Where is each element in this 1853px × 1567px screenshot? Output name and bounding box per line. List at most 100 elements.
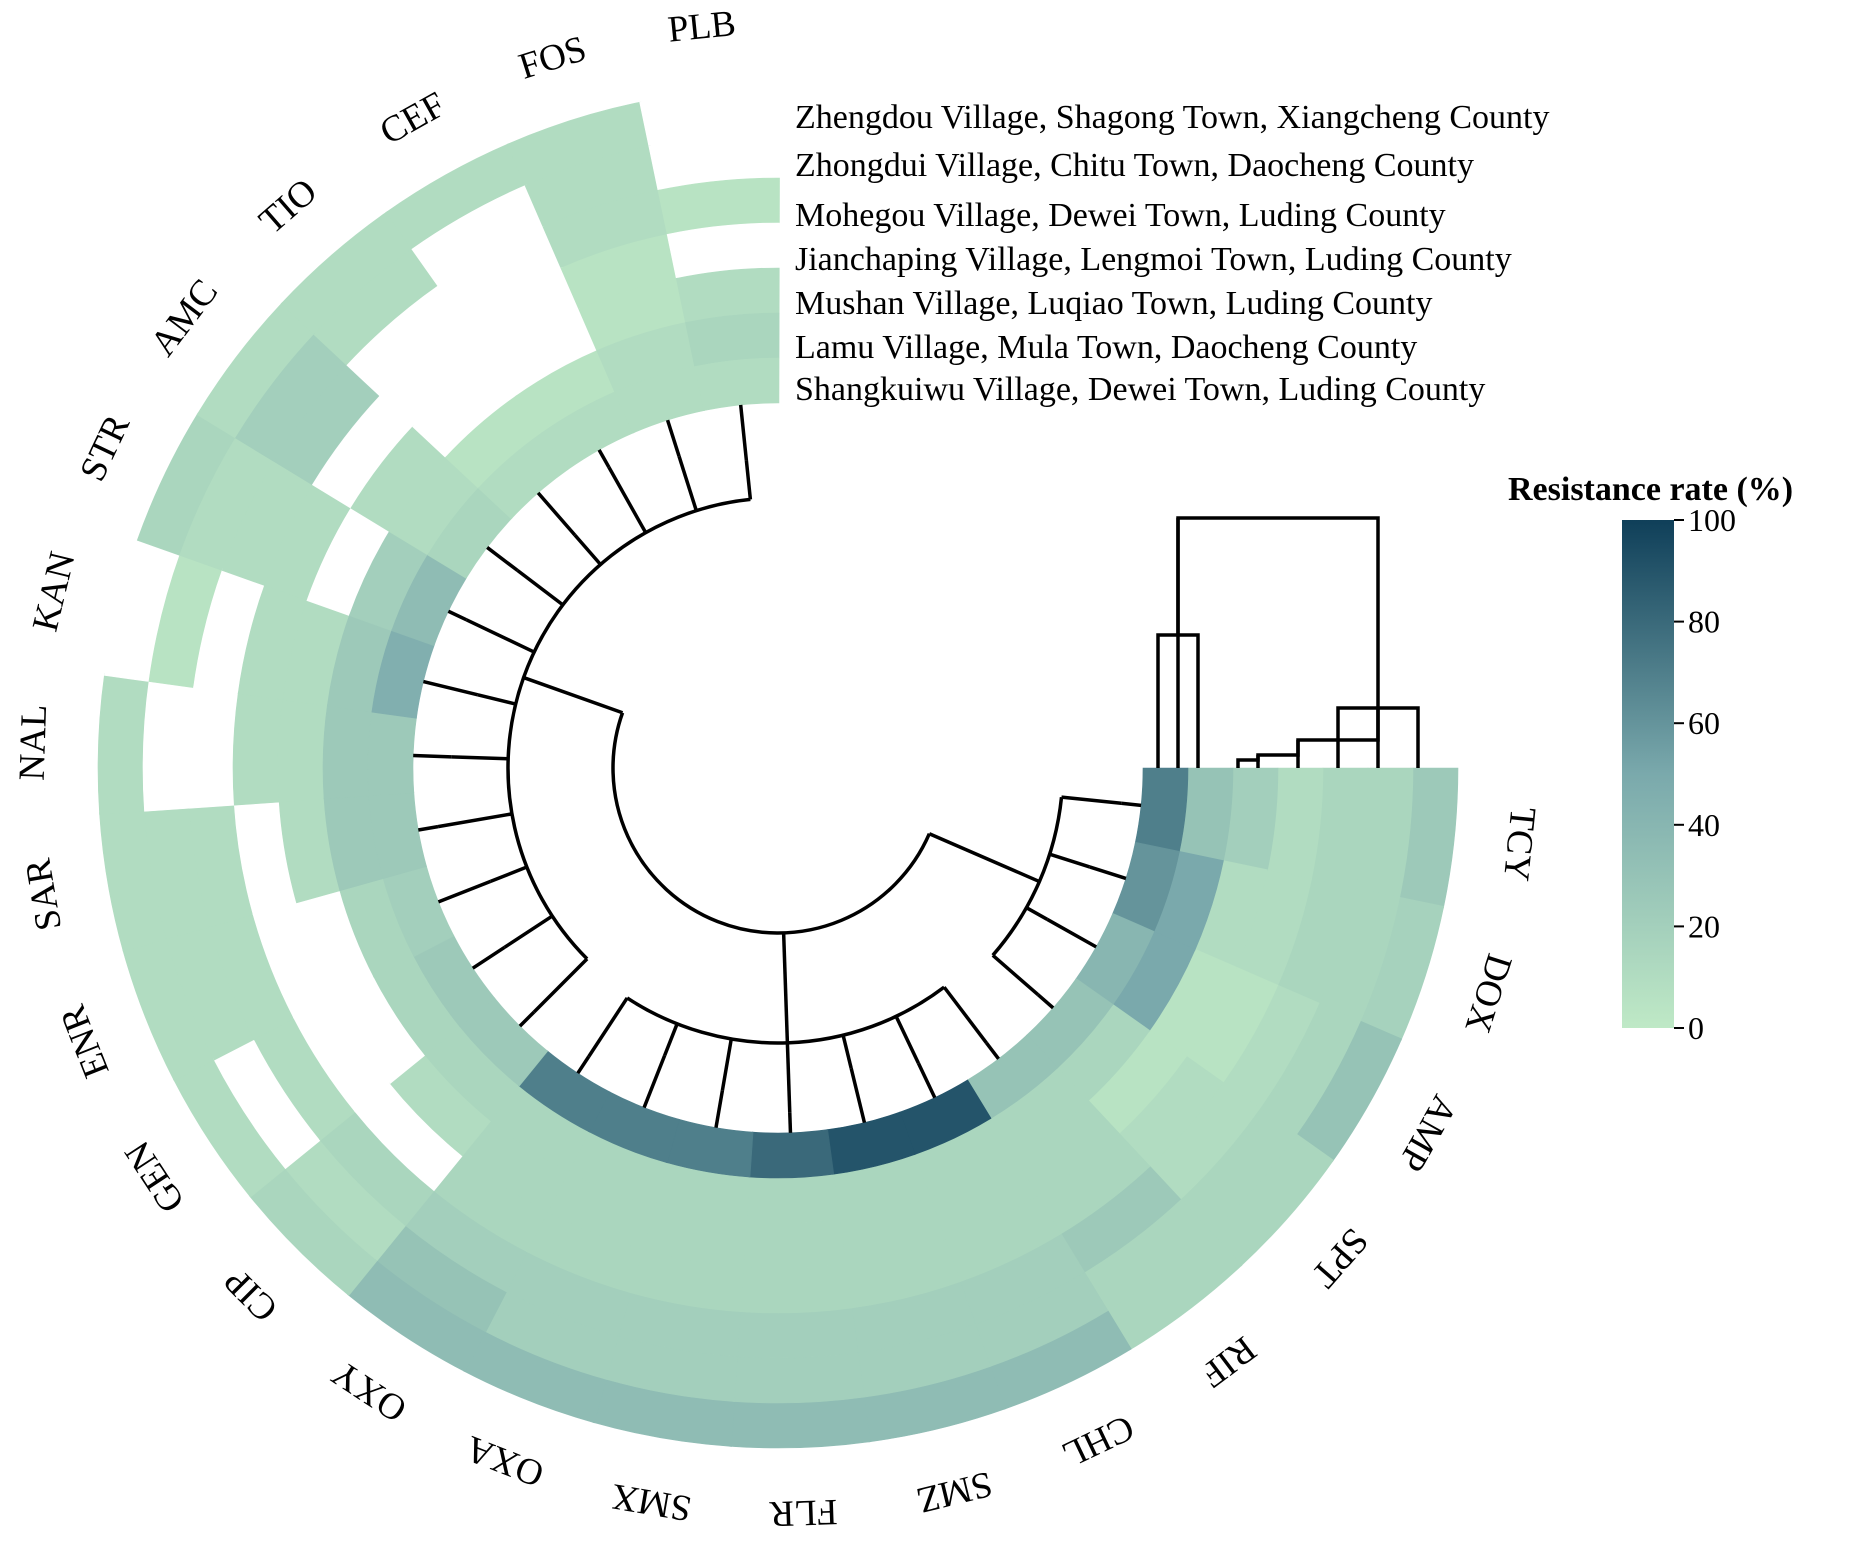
drug-label: OXA xyxy=(460,1427,550,1495)
column-dendrogram-branch xyxy=(841,1034,853,1069)
colorbar-tick-label: 100 xyxy=(1688,502,1736,538)
column-dendrogram-branch xyxy=(738,404,749,461)
row-dendrogram-branch xyxy=(1176,516,1380,768)
column-dendrogram-branch xyxy=(1025,906,1049,921)
drug-label: GEN xyxy=(117,1134,193,1220)
column-dendrogram-branch xyxy=(677,455,698,512)
column-dendrogram-branch xyxy=(849,1067,867,1124)
column-dendrogram-branch xyxy=(1036,993,1055,1010)
column-dendrogram-branch xyxy=(422,679,479,697)
heat-cell xyxy=(367,710,417,797)
column-dendrogram-branch xyxy=(991,953,1040,997)
drug-label: SAR xyxy=(17,855,70,933)
drug-label: SMZ xyxy=(913,1463,997,1521)
village-label: Shangkuiwu Village, Dewei Town, Luding C… xyxy=(795,371,1485,408)
heatmap-rings xyxy=(97,87,1459,1449)
column-dendrogram-branch xyxy=(418,824,439,832)
column-dendrogram-branch xyxy=(486,546,519,572)
heat-cell xyxy=(187,685,239,809)
column-dendrogram-branch xyxy=(506,497,751,961)
column-dendrogram-branch xyxy=(516,569,564,607)
village-label: Lamu Village, Mula Town, Daocheng County xyxy=(795,329,1417,366)
colorbar-tick-label: 60 xyxy=(1688,705,1720,741)
heat-cell xyxy=(739,1263,853,1314)
village-label: Zhengdou Village, Shagong Town, Xiangche… xyxy=(795,99,1550,136)
column-dendrogram-branch xyxy=(413,753,452,759)
column-dendrogram-branch xyxy=(744,460,753,500)
column-dendrogram-branch xyxy=(781,932,790,1043)
column-dendrogram-branch xyxy=(1049,852,1091,869)
column-dendrogram-branch xyxy=(942,986,988,1044)
heat-cell xyxy=(142,679,195,812)
column-dendrogram-branch xyxy=(785,1042,792,1113)
colorbar-tick-label: 20 xyxy=(1688,908,1720,944)
drug-label: FLR xyxy=(769,1491,839,1534)
column-dendrogram-branch xyxy=(607,466,648,534)
colorbar-ticks: 0 20 40 60 80 100 xyxy=(1674,502,1736,1046)
heat-cell xyxy=(745,1173,841,1224)
village-label: Mushan Village, Luqiao Town, Luding Coun… xyxy=(795,285,1432,322)
column-dendrogram-branch xyxy=(523,675,624,715)
colorbar-gradient xyxy=(1622,520,1674,1028)
column-dendrogram-branch xyxy=(1089,865,1127,881)
column-dendrogram-branch xyxy=(465,618,535,654)
column-dendrogram-branch xyxy=(489,865,528,883)
drug-label: PLB xyxy=(666,3,738,51)
column-dendrogram-branch xyxy=(985,1041,1000,1060)
column-dendrogram-branch xyxy=(1121,801,1142,808)
heat-cell xyxy=(1134,767,1189,853)
drug-label: TCY xyxy=(1495,805,1543,883)
heat-cell xyxy=(277,698,328,803)
column-dendrogram-branch xyxy=(437,812,513,829)
column-dendrogram-branch xyxy=(447,609,468,622)
drug-label: AMP xyxy=(1390,1088,1465,1178)
column-dendrogram-branch xyxy=(663,1023,679,1057)
column-dendrogram-branch xyxy=(1061,795,1122,806)
heat-cell xyxy=(742,1218,847,1269)
column-dendrogram-branch xyxy=(894,1015,921,1065)
heat-cell xyxy=(729,1396,871,1449)
column-dendrogram-branch xyxy=(788,1112,793,1133)
column-dendrogram-branch xyxy=(451,755,509,761)
heat-cell xyxy=(694,357,780,411)
column-dendrogram-branch xyxy=(471,945,506,970)
column-dendrogram-branch xyxy=(573,533,602,566)
colorbar-tick-label: 80 xyxy=(1688,604,1720,640)
drug-label: FOS xyxy=(514,28,591,88)
drug-label: ENR xyxy=(52,999,117,1083)
heat-cell xyxy=(232,692,284,806)
drug-label: SMX xyxy=(608,1475,694,1529)
row-dendrogram-branch xyxy=(1256,740,1300,768)
column-dendrogram-branch xyxy=(518,1010,536,1028)
column-dendrogram-branch xyxy=(1046,917,1098,949)
colorbar-tick-label: 0 xyxy=(1688,1010,1704,1046)
village-label: Zhongdui Village, Chitu Town, Daocheng C… xyxy=(795,147,1474,184)
column-dendrogram-root xyxy=(611,712,931,935)
village-labels: Zhengdou Village, Shagong Town, Xiangche… xyxy=(795,99,1550,408)
drug-label: CEF xyxy=(373,84,452,153)
colorbar-title: Resistance rate (%) xyxy=(1508,471,1793,508)
column-dendrogram-branch xyxy=(720,1038,733,1091)
heat-cell xyxy=(735,1307,859,1359)
drug-label: CHL xyxy=(1056,1406,1140,1475)
drug-label: OXY xyxy=(325,1352,415,1430)
column-dendrogram-branch xyxy=(916,1062,937,1099)
drug-label: TIO xyxy=(252,171,325,242)
drug-label: NAL xyxy=(12,704,56,781)
column-dendrogram-branch xyxy=(576,1055,591,1075)
heat-cell xyxy=(732,1352,865,1404)
village-label: Mohegou Village, Dewei Town, Luding Coun… xyxy=(795,197,1446,234)
heat-cell xyxy=(748,1129,835,1179)
drug-label: AMC xyxy=(143,272,227,364)
colorbar-legend: Resistance rate (%) 0 20 40 60 80 100 xyxy=(1508,471,1793,1046)
column-dendrogram-branch xyxy=(714,1089,725,1128)
column-dendrogram-branch xyxy=(642,1054,667,1109)
drug-label: DOX xyxy=(1456,949,1519,1038)
drug-label: STR xyxy=(72,408,138,487)
village-label: Jianchaping Village, Lengmoi Town, Ludin… xyxy=(795,241,1512,278)
column-dendrogram-branch xyxy=(665,419,681,457)
drug-label: RIF xyxy=(1193,1328,1264,1395)
column-dendrogram-branch xyxy=(437,879,492,904)
column-dendrogram-branch xyxy=(597,448,611,469)
